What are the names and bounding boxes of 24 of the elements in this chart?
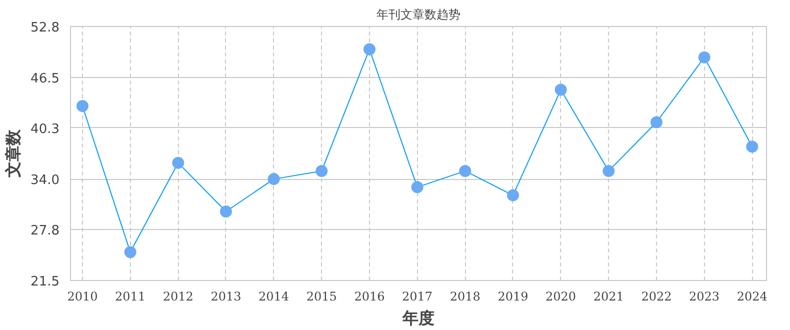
x-tick-label: 2011 — [115, 290, 146, 304]
x-tick-label: 2017 — [402, 290, 433, 304]
y-tick-label: 46.5 — [30, 72, 60, 87]
y-tick-label: 52.8 — [30, 20, 60, 36]
y-axis-title: 文章数 — [4, 128, 23, 178]
y-tick-label: 27.8 — [30, 223, 60, 238]
x-tick-label: 2022 — [641, 290, 672, 304]
x-tick-label: 2014 — [258, 290, 290, 304]
y-tick-label: 21.5 — [30, 274, 60, 290]
y-tick-label: 34.0 — [30, 173, 60, 188]
x-tick-label: 2015 — [306, 290, 337, 304]
x-tick-label: 2010 — [67, 290, 98, 304]
x-tick-label: 2018 — [450, 290, 480, 304]
x-tick-label: 2020 — [546, 290, 576, 304]
x-tick-label: 2016 — [354, 290, 385, 304]
x-tick-label: 2023 — [689, 290, 720, 304]
y-tick-label: 40.3 — [30, 122, 60, 137]
x-tick-label: 2012 — [162, 290, 194, 304]
x-tick-label: 2024 — [736, 290, 768, 304]
x-axis-title: 年度 — [402, 308, 434, 328]
chart-title: 年刊文章数趋势 — [376, 8, 460, 22]
x-tick-label: 2021 — [593, 290, 624, 304]
x-tick-label: 2019 — [498, 290, 528, 304]
x-tick-label: 2013 — [210, 290, 242, 304]
